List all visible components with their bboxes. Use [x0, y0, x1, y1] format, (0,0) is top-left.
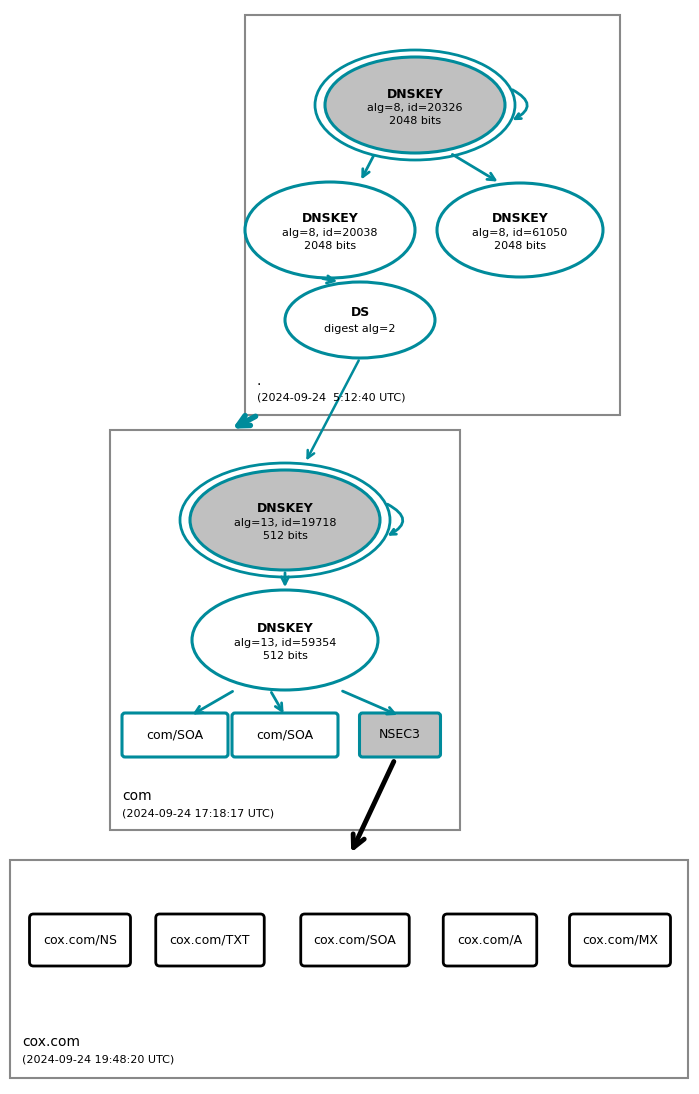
Text: com: com: [122, 789, 152, 803]
Text: DNSKEY: DNSKEY: [257, 622, 313, 636]
FancyBboxPatch shape: [245, 15, 620, 415]
Text: cox.com/A: cox.com/A: [457, 933, 523, 946]
Text: DNSKEY: DNSKEY: [491, 212, 549, 225]
Text: com/SOA: com/SOA: [257, 729, 314, 742]
FancyBboxPatch shape: [359, 713, 440, 757]
Ellipse shape: [325, 57, 505, 153]
Text: (2024-09-24 19:48:20 UTC): (2024-09-24 19:48:20 UTC): [22, 1054, 174, 1064]
Text: alg=8, id=20326: alg=8, id=20326: [367, 103, 463, 113]
Text: DNSKEY: DNSKEY: [387, 88, 443, 101]
Text: alg=13, id=59354: alg=13, id=59354: [233, 638, 336, 648]
Text: 512 bits: 512 bits: [263, 531, 308, 542]
FancyBboxPatch shape: [10, 860, 688, 1078]
Text: com/SOA: com/SOA: [146, 729, 203, 742]
Text: digest alg=2: digest alg=2: [324, 324, 396, 334]
Text: DS: DS: [350, 305, 370, 318]
FancyBboxPatch shape: [570, 913, 670, 966]
Text: (2024-09-24 17:18:17 UTC): (2024-09-24 17:18:17 UTC): [122, 808, 274, 818]
Text: 2048 bits: 2048 bits: [304, 241, 356, 251]
Text: 512 bits: 512 bits: [263, 651, 308, 661]
Text: cox.com/MX: cox.com/MX: [582, 933, 658, 946]
Text: NSEC3: NSEC3: [379, 729, 421, 742]
Text: alg=8, id=61050: alg=8, id=61050: [473, 228, 568, 238]
Text: cox.com: cox.com: [22, 1035, 80, 1049]
Ellipse shape: [437, 183, 603, 277]
Ellipse shape: [192, 590, 378, 690]
Ellipse shape: [285, 282, 435, 358]
Ellipse shape: [190, 470, 380, 570]
Text: cox.com/TXT: cox.com/TXT: [170, 933, 250, 946]
FancyBboxPatch shape: [232, 713, 338, 757]
Text: 2048 bits: 2048 bits: [389, 116, 441, 126]
Ellipse shape: [245, 182, 415, 278]
Text: 2048 bits: 2048 bits: [494, 241, 546, 251]
FancyBboxPatch shape: [156, 913, 264, 966]
FancyBboxPatch shape: [29, 913, 131, 966]
FancyBboxPatch shape: [301, 913, 409, 966]
FancyBboxPatch shape: [122, 713, 228, 757]
Text: .: .: [257, 374, 261, 388]
FancyBboxPatch shape: [443, 913, 537, 966]
Text: alg=8, id=20038: alg=8, id=20038: [282, 228, 377, 238]
Text: cox.com/NS: cox.com/NS: [43, 933, 117, 946]
FancyBboxPatch shape: [110, 430, 460, 830]
Text: DNSKEY: DNSKEY: [257, 502, 313, 515]
Text: alg=13, id=19718: alg=13, id=19718: [233, 517, 336, 528]
Text: DNSKEY: DNSKEY: [302, 212, 359, 225]
Text: (2024-09-24  5:12:40 UTC): (2024-09-24 5:12:40 UTC): [257, 393, 405, 403]
Text: cox.com/SOA: cox.com/SOA: [314, 933, 396, 946]
